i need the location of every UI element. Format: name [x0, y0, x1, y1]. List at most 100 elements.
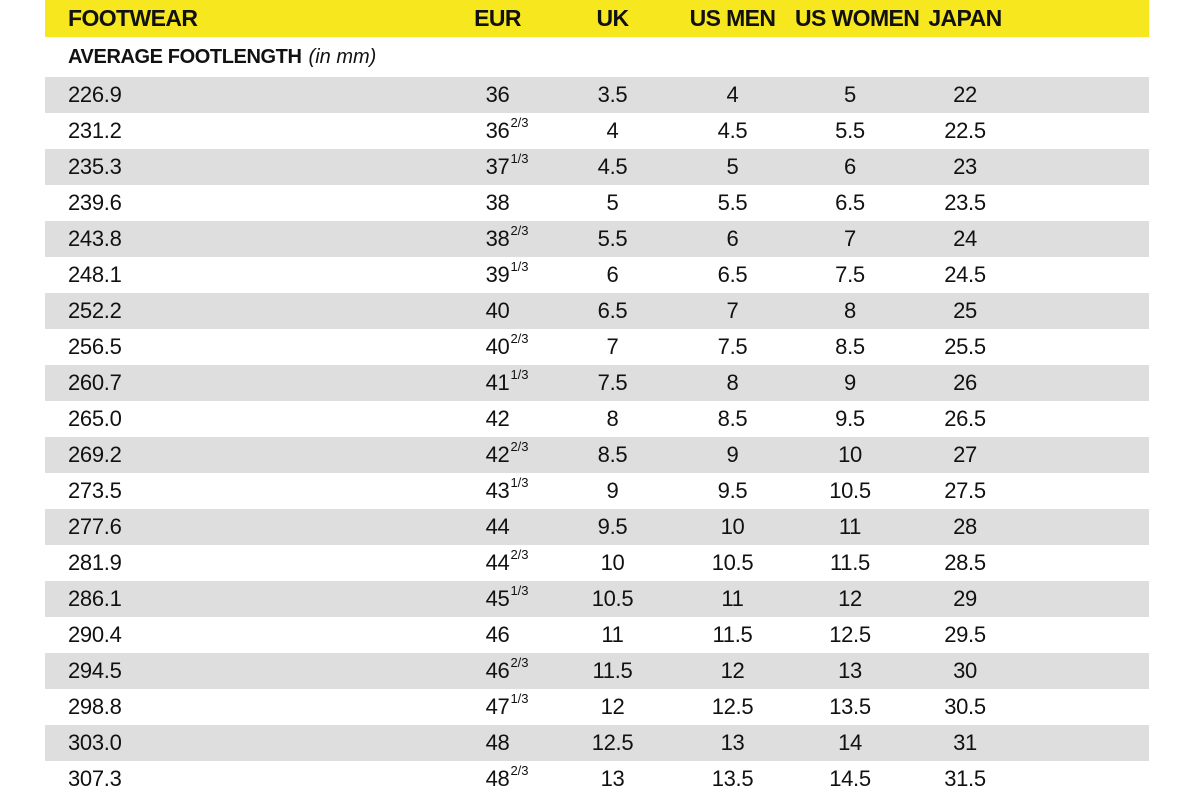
cell-value: 10	[838, 442, 862, 467]
cell-value: 29.5	[944, 622, 986, 647]
cell-value: 11.5	[712, 622, 753, 647]
cell-uk: 13	[555, 761, 670, 797]
cell-value: 44 2/3	[485, 547, 529, 575]
cell-value: 4.5	[597, 154, 628, 179]
cell-footlength: 273.5	[45, 473, 440, 509]
cell-value: 9.5	[835, 406, 865, 431]
cell-japan: 23	[905, 149, 1025, 185]
cell-value: 26.5	[944, 406, 986, 431]
cell-value: 31.5	[944, 766, 986, 791]
cell-footlength: 248.1	[45, 257, 440, 293]
cell-us-women: 6	[795, 149, 905, 185]
row-filler	[1025, 185, 1149, 221]
cell-value: 7	[726, 298, 739, 323]
cell-uk: 4.5	[555, 149, 670, 185]
cell-value: 13	[600, 766, 625, 791]
cell-japan: 28	[905, 509, 1025, 545]
row-filler	[1025, 401, 1149, 437]
cell-eur: 48 2/3	[440, 761, 555, 797]
header-japan: JAPAN	[928, 5, 1002, 31]
cell-value: 48 2/3	[485, 763, 529, 791]
cell-uk: 3.5	[555, 77, 670, 113]
cell-japan: 25.5	[905, 329, 1025, 365]
cell-value: 30.5	[944, 694, 986, 719]
cell-value: 22.5	[944, 118, 986, 143]
row-filler	[1025, 77, 1149, 113]
cell-value: 4	[606, 118, 619, 143]
cell-value: 6	[606, 262, 619, 287]
cell-value: 8	[726, 370, 739, 395]
cell-value: 286.1	[68, 586, 122, 611]
cell-uk: 11.5	[555, 653, 670, 689]
cell-value: 3.5	[597, 82, 628, 107]
table-row: 281.9 44 2/3 10 10.5 11.5 28.5	[45, 545, 1149, 581]
row-filler	[1025, 545, 1149, 581]
cell-eur: 42	[440, 401, 555, 437]
cell-value: 6	[844, 154, 856, 179]
cell-value: 11.5	[830, 550, 870, 575]
cell-us-women: 11	[795, 509, 905, 545]
cell-value: 5	[726, 154, 739, 179]
cell-value: 40	[485, 298, 510, 323]
cell-value: 9.5	[597, 514, 628, 539]
cell-footlength: 277.6	[45, 509, 440, 545]
header-footwear: FOOTWEAR	[68, 5, 198, 31]
cell-us-women: 7.5	[795, 257, 905, 293]
cell-us-men: 7	[670, 293, 795, 329]
cell-value: 27	[953, 442, 977, 467]
cell-us-men: 12	[670, 653, 795, 689]
cell-value: 7	[606, 334, 619, 359]
cell-uk: 6	[555, 257, 670, 293]
header-us-men: US MEN	[689, 5, 776, 31]
cell-value: 13.5	[829, 694, 871, 719]
cell-japan: 26	[905, 365, 1025, 401]
cell-us-women: 12	[795, 581, 905, 617]
cell-eur: 45 1/3	[440, 581, 555, 617]
cell-value: 6.5	[835, 190, 865, 215]
cell-value: 10	[720, 514, 745, 539]
table-row: 298.8 47 1/3 12 12.5 13.5 30.5	[45, 689, 1149, 725]
cell-uk: 9	[555, 473, 670, 509]
cell-us-men: 8	[670, 365, 795, 401]
cell-value: 9	[726, 442, 739, 467]
cell-footlength: 235.3	[45, 149, 440, 185]
size-chart-table: FOOTWEAR EUR UK US MEN US WOMEN JAPAN AV…	[45, 0, 1149, 797]
table-row: 256.5 40 2/3 7 7.5 8.5 25.5	[45, 329, 1149, 365]
cell-footlength: 243.8	[45, 221, 440, 257]
cell-us-men: 11	[670, 581, 795, 617]
cell-value: 38	[485, 190, 510, 215]
row-filler	[1025, 653, 1149, 689]
size-table-body: 226.9 36 3.5 4 5 22 231.2 36 2/3 4 4.5 5.5 22.5 235.3…	[45, 77, 1149, 797]
cell-value: 9	[844, 370, 856, 395]
cell-us-men: 9.5	[670, 473, 795, 509]
cell-footlength: 226.9	[45, 77, 440, 113]
cell-japan: 30.5	[905, 689, 1025, 725]
subtitle-row: AVERAGE FOOTLENGTH (in mm)	[45, 37, 1149, 77]
cell-value: 13.5	[711, 766, 754, 791]
size-chart: FOOTWEAR EUR UK US MEN US WOMEN JAPAN AV…	[45, 0, 1149, 800]
header-us-women: US WOMEN	[795, 5, 920, 31]
cell-uk: 9.5	[555, 509, 670, 545]
fraction-superscript: 1/3	[510, 259, 529, 274]
fraction-superscript: 2/3	[510, 655, 529, 670]
cell-value: 13	[720, 730, 745, 755]
table-row: 248.1 39 1/3 6 6.5 7.5 24.5	[45, 257, 1149, 293]
cell-value: 231.2	[68, 118, 122, 143]
cell-us-men: 4	[670, 77, 795, 113]
row-filler	[1025, 149, 1149, 185]
cell-eur: 43 1/3	[440, 473, 555, 509]
cell-footlength: 269.2	[45, 437, 440, 473]
cell-footlength: 265.0	[45, 401, 440, 437]
row-filler	[1025, 257, 1149, 293]
fraction-superscript: 1/3	[510, 691, 529, 706]
header-row: FOOTWEAR EUR UK US MEN US WOMEN JAPAN	[45, 0, 1149, 37]
cell-japan: 26.5	[905, 401, 1025, 437]
table-row: 277.6 44 9.5 10 11 28	[45, 509, 1149, 545]
cell-value: 12.5	[711, 694, 754, 719]
cell-uk: 10	[555, 545, 670, 581]
table-row: 252.2 40 6.5 7 8 25	[45, 293, 1149, 329]
subtitle-cell: AVERAGE FOOTLENGTH (in mm)	[45, 37, 1149, 77]
cell-value: 46	[485, 622, 510, 647]
cell-eur: 46 2/3	[440, 653, 555, 689]
cell-us-women: 8.5	[795, 329, 905, 365]
